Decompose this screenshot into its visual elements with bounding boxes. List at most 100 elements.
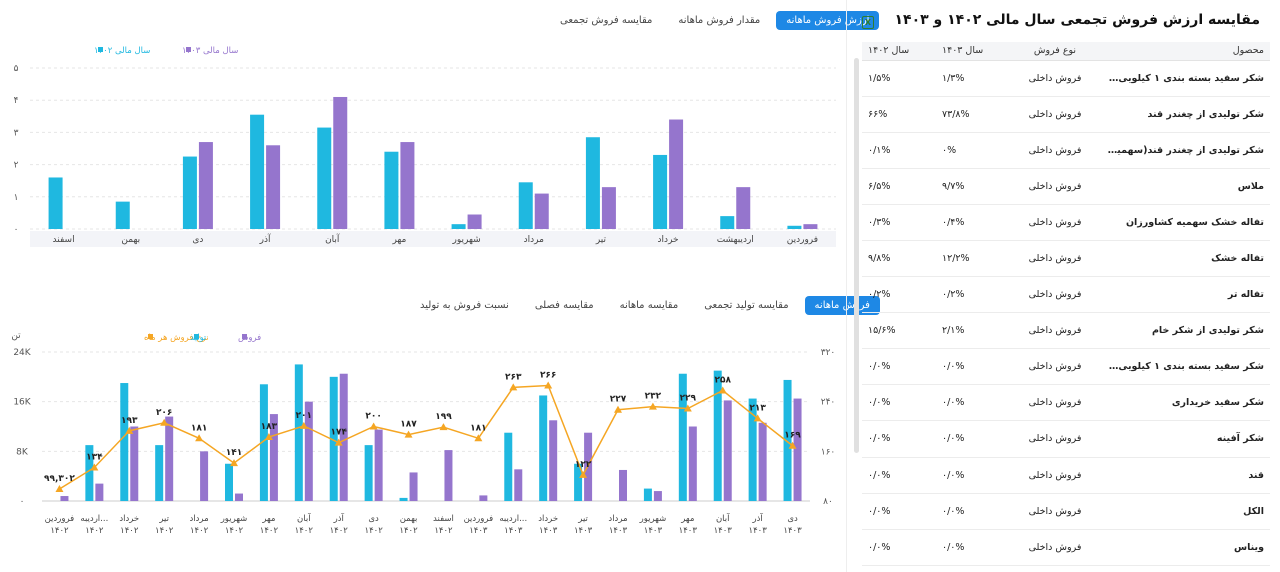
table-row[interactable]: شکر تولیدی از شکر خام فروش داخلی ۲/۱% ۱۵/۶% [862, 312, 1270, 350]
table-row[interactable]: تفاله خشک سهمیه کشاورزان فروش داخلی ۰/۴% ۰/… [862, 204, 1270, 241]
value-1403-cell: ۰/۰% [935, 420, 1010, 458]
value-1402-cell: ۰/۲% [862, 276, 936, 314]
x-tick-year: ۱۴۰۲ [120, 526, 139, 536]
table-row[interactable]: تفاله تر فروش داخلی ۰/۲% ۰/۲% [862, 276, 1270, 314]
top-tab-1[interactable]: مقدار فروش ماهانه [678, 15, 761, 26]
value-1402-cell: ۶/۵% [862, 168, 936, 205]
value-1402-cell: ۱۵/۶% [862, 312, 936, 350]
bar-1403 [400, 142, 415, 229]
rate-point [474, 434, 483, 442]
product-cell: شکر سفید بسته بندی ۱ کیلویی دول... [1100, 348, 1270, 386]
x-tick-month: مرداد [189, 514, 208, 524]
x-tick-year: ۱۴۰۳ [714, 526, 733, 536]
table-row[interactable]: شکر تولیدی از چغندر قند(سهمیه ... فروش دا… [862, 132, 1270, 169]
bar-sales [409, 472, 418, 501]
top-tab-0[interactable]: ارزش فروش ماهانه [776, 11, 880, 30]
x-tick-label: فروردین [787, 235, 818, 245]
product-cell: شکر سفید بسته بندی ۱ کیلویی کا... [1100, 60, 1270, 97]
bar-1402 [317, 127, 332, 229]
header-year-1402: سال ۱۴۰۲ [862, 42, 936, 61]
rate-point [544, 381, 553, 389]
x-tick-year: ۱۴۰۳ [679, 526, 698, 536]
x-tick-label: خرداد [658, 235, 679, 245]
bar-1402 [48, 177, 63, 229]
bottom-tab-1[interactable]: مقایسه تولید تجمعی [704, 300, 789, 311]
x-tick-year: ۱۴۰۲ [295, 526, 314, 536]
table-row[interactable]: تفاله خشک فروش داخلی ۱۲/۲% ۹/۸% [862, 240, 1270, 278]
rate-data-label: ۱۶۹ [784, 431, 801, 441]
bar-production [399, 497, 408, 501]
table-row[interactable]: ویناس فروش داخلی ۰/۰% ۰/۰% [862, 529, 1270, 566]
rate-data-label: ۲۰۱ [296, 411, 312, 421]
bar-sales [793, 398, 802, 501]
bar-sales [688, 426, 697, 501]
sale-type-cell: فروش داخلی [1009, 529, 1100, 566]
bar-production [364, 445, 373, 501]
sale-type-cell: فروش داخلی [1009, 96, 1100, 133]
table-row[interactable]: شکر سفید بسته بندی ۱ کیلویی کا... فروش دا… [862, 60, 1270, 97]
sale-type-cell: فروش داخلی [1009, 348, 1100, 386]
bar-production [294, 364, 303, 501]
top-tab-2[interactable]: مقایسه فروش تجمعی [560, 15, 653, 26]
x-tick-label: مهر [391, 235, 406, 245]
bar-1402 [518, 182, 533, 229]
x-tick-month: تیر [577, 514, 588, 524]
y-left-tick-label: 16K [13, 398, 31, 408]
rate-data-label: ۱۸۳ [261, 422, 278, 432]
table-row[interactable]: الکل فروش داخلی ۰/۰% ۰/۰% [862, 493, 1270, 530]
y-tick-label: ۵ [14, 64, 19, 74]
rate-point [230, 459, 238, 467]
rate-point [788, 441, 797, 449]
x-tick-month: خرداد [119, 514, 139, 524]
x-tick-year: ۱۴۰۲ [225, 526, 244, 536]
bar-sales [758, 422, 767, 501]
table-header-row: محصول نوع فروش سال ۱۴۰۳ سال ۱۴۰۲ [862, 42, 1270, 61]
table-row[interactable]: شکر سفید خریداری فروش داخلی ۰/۰% ۰/۰% [862, 384, 1270, 422]
value-1402-cell: ۶۶% [862, 96, 936, 133]
table-scrollbar[interactable] [854, 58, 859, 453]
rate-point [125, 426, 134, 434]
bar-sales [235, 493, 243, 501]
y-tick-label: ۳ [14, 128, 19, 138]
x-tick-month: خرداد [538, 514, 558, 524]
bottom-tab-0[interactable]: فروش ماهانه [804, 296, 880, 315]
rate-data-label: ۲۵۸ [714, 375, 731, 385]
rate-point [264, 433, 273, 441]
y-tick-label: ۰ [14, 225, 19, 235]
value-1403-cell: ۰/۴% [935, 204, 1010, 241]
rate-data-label: ۱۸۱ [470, 423, 486, 433]
table-row[interactable]: شکر سفید بسته بندی ۱ کیلویی دول...فروش د… [862, 348, 1270, 386]
y-right-tick-label: ۱۶۰ [821, 447, 836, 457]
bar-production [748, 398, 757, 501]
bar-sales [514, 469, 523, 501]
x-tick-month: مهر [261, 514, 275, 524]
value-1402-cell: ۰/۰% [862, 348, 936, 386]
x-tick-year: ۱۴۰۳ [783, 526, 802, 536]
table-row[interactable]: شکر تولیدی از چغندر قند فروش داخلی ۷۳/۸% ۶۶… [862, 96, 1270, 133]
x-tick-label: دی [192, 235, 203, 245]
product-cell: تفاله خشک سهمیه کشاورزان [1100, 204, 1270, 241]
bottom-tab-4[interactable]: نسبت فروش به تولید [420, 300, 509, 311]
table-row[interactable]: ملاس فروش داخلی ۹/۷% ۶/۵% [862, 168, 1270, 205]
product-cell: ویناس [1100, 529, 1270, 566]
bar-production [783, 379, 792, 501]
bottom-tab-3[interactable]: مقایسه فصلی [534, 300, 594, 311]
x-tick-month: اردیبه... [80, 514, 108, 524]
y-right-tick-label: ۲۴۰ [821, 398, 836, 408]
product-cell: تفاله خشک [1100, 240, 1270, 278]
table-row[interactable]: قند فروش داخلی ۰/۰% ۰/۰% [862, 457, 1270, 494]
sale-type-cell: فروش داخلی [1009, 132, 1100, 169]
value-1403-cell: ۱۲/۲% [935, 240, 1010, 278]
excel-export-icon[interactable]: X [862, 16, 874, 29]
table-row[interactable]: شکر آفینه فروش داخلی ۰/۰% ۰/۰% [862, 420, 1270, 458]
product-cell: شکر آفینه [1100, 420, 1270, 458]
x-tick-year: ۱۴۰۲ [399, 526, 418, 536]
x-tick-year: ۱۴۰۳ [504, 526, 523, 536]
sale-type-cell: فروش داخلی [1009, 493, 1100, 530]
bar-sales [200, 451, 209, 501]
value-1403-cell: ۰/۰% [935, 384, 1010, 422]
product-cell: شکر تولیدی از چغندر قند(سهمیه ... [1100, 132, 1270, 169]
y-right-tick-label: ۳۲۰ [821, 348, 836, 358]
value-1403-cell: ۰/۲% [935, 276, 1010, 314]
bottom-tab-2[interactable]: مقایسه ماهانه [619, 300, 679, 311]
